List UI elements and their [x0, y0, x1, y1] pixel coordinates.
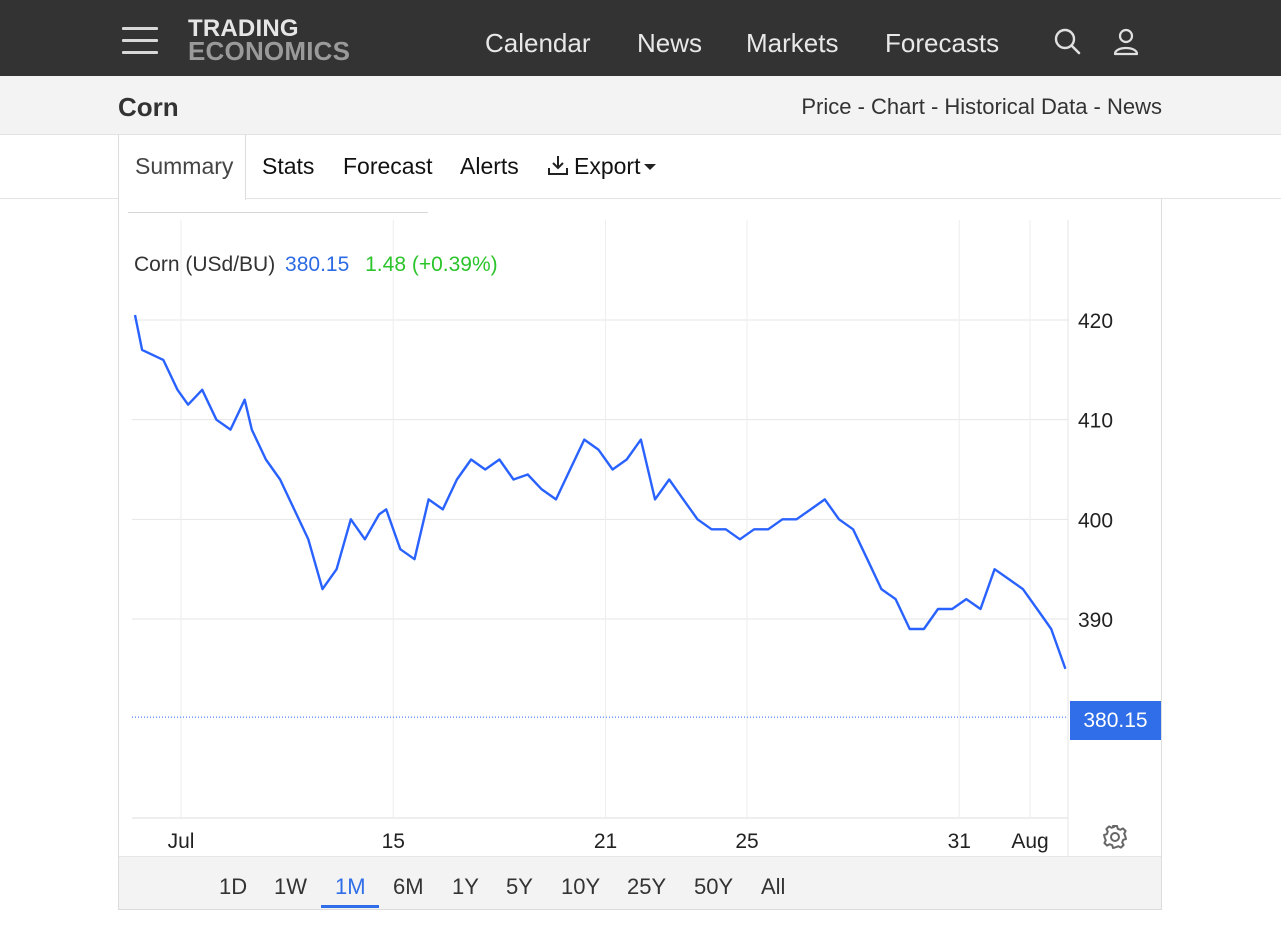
logo-line2: ECONOMICS	[188, 36, 351, 66]
x-tick-label: 15	[382, 830, 405, 853]
x-tick-label: 31	[948, 830, 971, 853]
tabs-row: Summary Stats Forecast Alerts Export	[0, 135, 1281, 200]
tab-summary[interactable]: Summary	[118, 135, 246, 200]
y-tick-label: 420	[1078, 310, 1113, 333]
x-tick-label: 25	[735, 830, 758, 853]
breadcrumb-text[interactable]: Price - Chart - Historical Data - News	[801, 94, 1162, 119]
y-tick-label: 410	[1078, 410, 1113, 433]
range-50y[interactable]: 50Y	[694, 874, 734, 899]
subheader: Corn Price - Chart - Historical Data - N…	[0, 76, 1281, 135]
y-tick-label: 400	[1078, 509, 1113, 532]
y-tick-label: 390	[1078, 609, 1113, 632]
range-all[interactable]: All	[761, 874, 786, 899]
range-1d[interactable]: 1D	[219, 874, 248, 899]
hamburger-menu-icon[interactable]	[122, 27, 158, 55]
chart-frame	[118, 199, 1162, 910]
logo-line1: TRADING	[188, 15, 299, 42]
last-price-badge: 380.15	[1070, 701, 1161, 740]
settings-gear-icon[interactable]	[1101, 823, 1129, 851]
active-range-indicator	[321, 905, 379, 908]
user-icon[interactable]	[1110, 26, 1142, 58]
legend-last-price: 380.15	[285, 253, 350, 276]
top-navbar: TRADING ECONOMICS Calendar News Markets …	[0, 0, 1281, 76]
search-icon[interactable]	[1052, 26, 1084, 58]
range-1y[interactable]: 1Y	[452, 874, 479, 899]
range-1w[interactable]: 1W	[274, 874, 307, 899]
x-tick-label: Aug	[1011, 830, 1048, 853]
nav-forecasts[interactable]: Forecasts	[885, 28, 1000, 58]
range-1m[interactable]: 1M	[335, 874, 366, 899]
export-label: Export	[574, 153, 641, 179]
page-title: Corn	[118, 92, 179, 122]
x-tick-label: 21	[594, 830, 617, 853]
tab-alerts[interactable]: Alerts	[460, 153, 519, 179]
download-icon	[548, 156, 568, 175]
legend-change: 1.48 (+0.39%)	[365, 253, 498, 276]
x-tick-label: Jul	[168, 830, 195, 853]
range-10y[interactable]: 10Y	[561, 874, 601, 899]
range-5y[interactable]: 5Y	[506, 874, 533, 899]
nav-markets[interactable]: Markets	[746, 28, 839, 58]
chevron-down-icon	[644, 164, 657, 170]
tab-export[interactable]: Export	[546, 153, 657, 180]
legend-series-name: Corn (USd/BU)	[134, 253, 276, 276]
logo[interactable]: TRADING ECONOMICS	[188, 15, 351, 66]
range-6m[interactable]: 6M	[393, 874, 424, 899]
nav-calendar[interactable]: Calendar	[485, 28, 591, 58]
tab-stats[interactable]: Stats	[262, 153, 315, 179]
price-series-line	[133, 314, 1067, 670]
chart-toolbar-remnant	[128, 199, 428, 213]
range-selector: 1D 1W 1M 6M 1Y 5Y 10Y 25Y 50Y All	[119, 856, 1161, 909]
breadcrumb[interactable]: Price - Chart - Historical Data - News	[801, 94, 1162, 120]
tab-forecast[interactable]: Forecast	[343, 153, 433, 179]
chart-legend: Corn (USd/BU) 380.15 1.48 (+0.39%)	[134, 253, 498, 277]
range-25y[interactable]: 25Y	[627, 874, 667, 899]
nav-news[interactable]: News	[637, 28, 703, 58]
